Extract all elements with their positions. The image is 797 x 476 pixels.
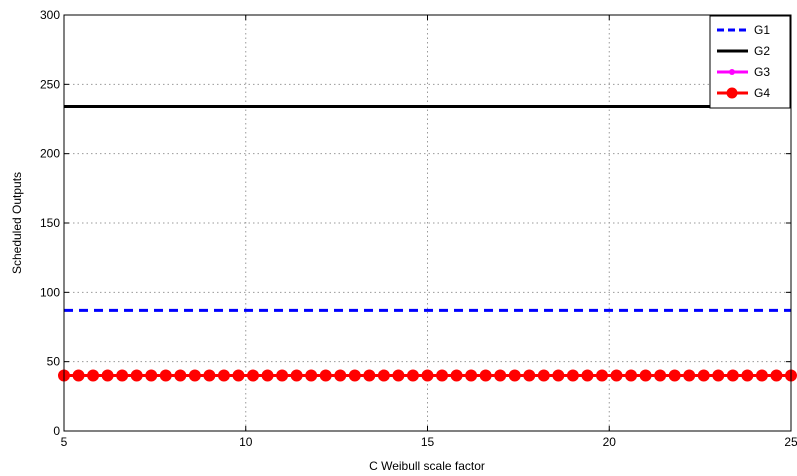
data-point-g4 [247, 369, 260, 382]
data-point-g4 [276, 369, 289, 382]
legend-item-g4: G4 [717, 86, 770, 100]
data-point-g4 [639, 369, 652, 382]
data-point-g4 [87, 369, 100, 382]
data-point-g4 [305, 369, 318, 382]
legend-marker [729, 69, 735, 75]
data-point-g4 [348, 369, 361, 382]
data-point-g4 [101, 369, 114, 382]
x-tick-label: 20 [603, 435, 617, 449]
y-tick-label: 100 [40, 285, 60, 299]
data-point-g4 [436, 369, 449, 382]
data-point-g4 [537, 369, 550, 382]
y-tick-label: 250 [40, 77, 60, 91]
legend-label: G4 [754, 86, 770, 100]
series-g4 [58, 369, 797, 382]
data-point-g4 [654, 369, 667, 382]
data-point-g4 [697, 369, 710, 382]
data-point-g4 [377, 369, 390, 382]
data-point-g4 [203, 369, 216, 382]
data-point-g4 [116, 369, 129, 382]
y-tick-label: 300 [40, 8, 60, 22]
data-point-g4 [479, 369, 492, 382]
y-tick-label: 150 [40, 216, 60, 230]
data-point-g4 [174, 369, 187, 382]
data-point-g4 [188, 369, 201, 382]
data-point-g4 [755, 369, 768, 382]
data-point-g4 [523, 369, 536, 382]
data-point-g4 [232, 369, 245, 382]
data-point-g4 [712, 369, 725, 382]
x-axis-label: C Weibull scale factor [369, 459, 485, 473]
data-point-g4 [450, 369, 463, 382]
data-point-g4 [610, 369, 623, 382]
legend-item-g2: G2 [717, 44, 770, 58]
data-point-g4 [392, 369, 405, 382]
legend-item-g1: G1 [717, 23, 770, 37]
x-tick-label: 10 [239, 435, 253, 449]
grid [64, 15, 791, 431]
legend-label: G2 [754, 44, 770, 58]
data-point-g4 [159, 369, 172, 382]
data-point-g4 [668, 369, 681, 382]
legend-label: G3 [754, 65, 770, 79]
data-point-g4 [217, 369, 230, 382]
data-point-g4 [508, 369, 521, 382]
y-tick-label: 200 [40, 147, 60, 161]
data-point-g4 [334, 369, 347, 382]
legend-item-g3: G3 [717, 65, 770, 79]
data-point-g4 [290, 369, 303, 382]
legend-label: G1 [754, 23, 770, 37]
data-point-g4 [72, 369, 85, 382]
data-point-g4 [625, 369, 638, 382]
series-layer [58, 105, 797, 382]
data-point-g4 [145, 369, 158, 382]
x-tick-label: 15 [421, 435, 435, 449]
data-point-g4 [726, 369, 739, 382]
data-point-g4 [130, 369, 143, 382]
data-point-g4 [465, 369, 478, 382]
data-point-g4 [566, 369, 579, 382]
data-point-g4 [552, 369, 565, 382]
legend: G1 G2 G3 G4 [709, 15, 791, 109]
data-point-g4 [741, 369, 754, 382]
data-point-g4 [319, 369, 332, 382]
y-tick-label: 50 [47, 355, 61, 369]
data-point-g4 [581, 369, 594, 382]
data-point-g4 [421, 369, 434, 382]
data-point-g4 [595, 369, 608, 382]
data-point-g4 [683, 369, 696, 382]
x-tick-label: 5 [61, 435, 68, 449]
y-axis-label: Scheduled Outputs [10, 172, 24, 274]
x-tick-label: 25 [784, 435, 797, 449]
legend-marker [726, 87, 738, 99]
data-point-g4 [261, 369, 274, 382]
data-point-g4 [770, 369, 783, 382]
data-point-g4 [363, 369, 376, 382]
data-point-g4 [406, 369, 419, 382]
data-point-g4 [494, 369, 507, 382]
y-tick-label: 0 [53, 424, 60, 438]
